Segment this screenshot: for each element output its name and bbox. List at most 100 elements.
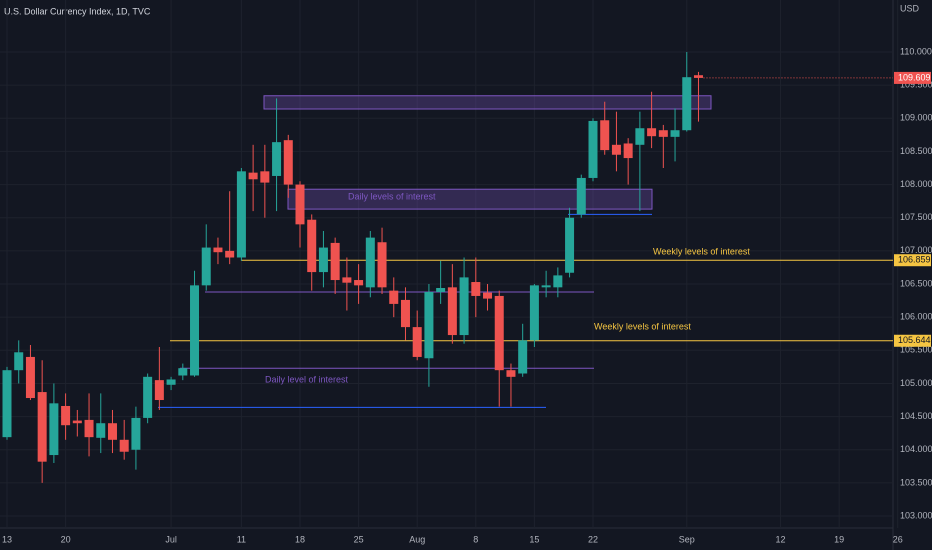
level-label: Weekly levels of interest: [594, 321, 691, 331]
last-price-box: [894, 71, 931, 84]
candle-body: [201, 247, 211, 286]
price-label: 106.859: [898, 255, 931, 265]
candle-body: [213, 247, 223, 253]
candle-body: [143, 376, 153, 418]
candle-body: [248, 172, 258, 180]
candle-body: [283, 140, 293, 185]
candle-body: [236, 171, 246, 258]
y-tick-label: 109.500: [900, 80, 932, 90]
candle-body: [354, 280, 364, 286]
zone: [287, 188, 653, 210]
candle-body: [670, 130, 680, 137]
candle-body: [647, 128, 657, 137]
x-tick-label: 26: [893, 534, 903, 544]
x-tick-label: 22: [588, 534, 598, 544]
candle-body: [272, 142, 282, 176]
candle-body: [307, 219, 317, 273]
candle-body: [518, 340, 528, 374]
candle-body: [565, 217, 575, 273]
candle-body: [119, 439, 129, 452]
candle-body: [61, 405, 71, 426]
candle-body: [154, 380, 164, 401]
zone: [263, 95, 712, 110]
x-tick-label: 15: [529, 534, 539, 544]
price-label-box: [894, 334, 931, 347]
candle-body: [330, 242, 340, 281]
candle-body: [260, 171, 270, 183]
candle-body: [412, 327, 422, 357]
candle-body: [131, 417, 141, 450]
chart-title: U.S. Dollar Currency Index, 1D, TVC: [4, 6, 151, 16]
candle-body: [658, 130, 668, 137]
y-tick-label: 110.000: [900, 46, 932, 56]
y-tick-label: 106.000: [900, 312, 932, 322]
x-tick-label: 20: [61, 534, 71, 544]
y-tick-label: 108.500: [900, 146, 932, 156]
candle-body: [682, 77, 692, 131]
candle-body: [295, 184, 305, 225]
price-label: 105.644: [898, 335, 931, 345]
candle-body: [635, 128, 645, 145]
y-tick-label: 105.000: [900, 378, 932, 388]
candle-body: [459, 277, 469, 336]
candle-body: [14, 352, 24, 371]
candle-body: [377, 242, 387, 288]
candle-body: [72, 420, 82, 424]
candle-body: [611, 144, 621, 155]
x-tick-label: Jul: [165, 534, 177, 544]
x-tick-label: 11: [237, 534, 246, 544]
candle-body: [483, 292, 493, 299]
level-label: Daily level of interest: [265, 374, 349, 384]
candle-body: [623, 143, 633, 159]
zone-label: Daily levels of interest: [348, 191, 436, 201]
y-tick-label: 105.500: [900, 345, 932, 355]
candle-body: [529, 285, 539, 341]
x-tick-label: 12: [776, 534, 786, 544]
candle-body: [471, 282, 481, 296]
x-tick-label: 25: [354, 534, 364, 544]
candle-body: [84, 419, 94, 438]
candle-body: [424, 291, 434, 359]
candle-body: [166, 379, 176, 385]
x-tick-label: Aug: [409, 534, 425, 544]
candle-body: [25, 356, 35, 399]
candle-body: [37, 392, 47, 462]
candle-body: [178, 368, 188, 376]
y-tick-label: 107.000: [900, 245, 932, 255]
level-label: Weekly levels of interest: [653, 246, 750, 256]
price-label-box: [894, 254, 931, 267]
y-tick-label: 103.500: [900, 477, 932, 487]
x-tick-label: 8: [473, 534, 478, 544]
y-tick-label: 104.500: [900, 411, 932, 421]
candle-body: [400, 299, 410, 328]
candle-body: [107, 423, 117, 440]
currency: USD: [900, 3, 920, 13]
x-tick-label: 19: [834, 534, 844, 544]
x-tick-label: 18: [295, 534, 305, 544]
candle-body: [588, 120, 598, 178]
candle-body: [600, 120, 610, 151]
x-tick-label: 13: [2, 534, 12, 544]
x-tick-label: Sep: [679, 534, 695, 544]
candle-body: [506, 370, 516, 377]
candle-body: [576, 177, 586, 215]
y-tick-label: 106.500: [900, 278, 932, 288]
y-tick-label: 107.500: [900, 212, 932, 222]
candle-body: [693, 75, 703, 78]
candle-body: [342, 277, 352, 283]
y-tick-label: 104.000: [900, 444, 932, 454]
candle-body: [389, 290, 399, 304]
candle-body: [436, 287, 446, 292]
y-tick-label: 109.000: [900, 113, 932, 123]
candle-body: [2, 370, 12, 438]
last-price-label: 109.609: [898, 72, 931, 82]
candle-body: [541, 285, 551, 288]
candle-body: [49, 403, 59, 456]
candle-body: [494, 295, 504, 371]
candle-body: [190, 285, 200, 376]
candle-body: [225, 250, 235, 258]
candle-body: [365, 237, 375, 288]
candle-body: [553, 275, 563, 288]
